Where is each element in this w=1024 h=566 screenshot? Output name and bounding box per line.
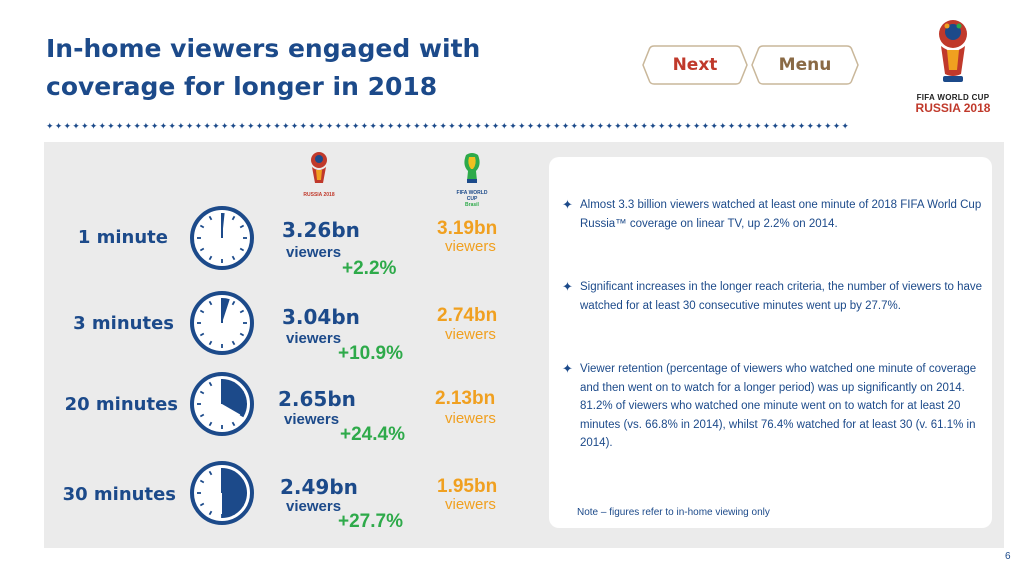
- next-button[interactable]: Next: [640, 43, 750, 87]
- world-cup-2014-small-logo: FIFA WORLD CUP Brasil: [452, 151, 492, 208]
- notes-box: ✦ Almost 3.3 billion viewers watched at …: [549, 157, 992, 528]
- value-2014-1-minute: 3.19bn: [437, 218, 498, 239]
- note-text: Almost 3.3 billion viewers watched at le…: [580, 199, 982, 230]
- star-bullet-icon: ✦: [562, 197, 573, 212]
- value-2014-20-minutes: 2.13bn: [435, 388, 496, 409]
- page-title: In-home viewers engaged with coverage fo…: [46, 30, 566, 106]
- next-button-label: Next: [672, 55, 718, 75]
- row-label-1-minute: 1 minute: [77, 227, 168, 248]
- viewers-2014-label: viewers: [445, 326, 496, 343]
- page-title-line1: In-home viewers engaged with: [46, 34, 481, 63]
- viewers-2018-label: viewers: [286, 244, 342, 261]
- clock-icon: [190, 206, 254, 270]
- value-2018-1-minute: 3.26bn: [282, 218, 360, 242]
- value-2014-30-minutes: 1.95bn: [437, 476, 498, 497]
- logo-line2: RUSSIA 2018: [915, 101, 991, 115]
- star-divider: ✦✦✦✦✦✦✦✦✦✦✦✦✦✦✦✦✦✦✦✦✦✦✦✦✦✦✦✦✦✦✦✦✦✦✦✦✦✦✦✦…: [46, 121, 851, 131]
- star-bullet-icon: ✦: [562, 279, 573, 294]
- viewers-2014-label: viewers: [445, 238, 496, 255]
- page-number: 6: [1005, 551, 1011, 562]
- viewers-2018-label: viewers: [284, 411, 340, 428]
- logo-2014-caption1: FIFA WORLD CUP: [456, 190, 488, 202]
- change-1-minute: +2.2%: [342, 258, 397, 279]
- logo-2014-caption2: Brasil: [465, 202, 479, 208]
- clock-icon: [190, 461, 254, 525]
- logo-2018-caption: RUSSIA 2018: [303, 192, 335, 198]
- menu-button[interactable]: Menu: [749, 43, 861, 87]
- viewers-2014-label: viewers: [445, 410, 496, 427]
- viewers-2018-label: viewers: [286, 330, 342, 347]
- note-item: ✦ Significant increases in the longer re…: [562, 278, 995, 315]
- value-2018-3-minutes: 3.04bn: [282, 305, 360, 329]
- change-30-minutes: +27.7%: [338, 511, 403, 532]
- world-cup-2018-small-logo: RUSSIA 2018: [301, 151, 337, 198]
- value-2018-20-minutes: 2.65bn: [278, 387, 356, 411]
- change-3-minutes: +10.9%: [338, 343, 403, 364]
- menu-button-frame: [751, 45, 859, 85]
- trophy-2018-icon: [311, 152, 327, 183]
- footnote: Note – figures refer to in-home viewing …: [577, 507, 770, 518]
- viewers-2018-label: viewers: [286, 498, 342, 515]
- star-bullet-icon: ✦: [562, 361, 573, 376]
- world-cup-2018-logo: FIFA WORLD CUP RUSSIA 2018: [900, 16, 1006, 114]
- note-item: ✦ Almost 3.3 billion viewers watched at …: [562, 196, 995, 233]
- row-label-3-minutes: 3 minutes: [73, 313, 174, 334]
- viewers-2014-label: viewers: [445, 496, 496, 513]
- row-label-30-minutes: 30 minutes: [62, 484, 176, 505]
- row-label-20-minutes: 20 minutes: [64, 394, 178, 415]
- value-2018-30-minutes: 2.49bn: [280, 475, 358, 499]
- clock-icon: [190, 291, 254, 355]
- trophy-2014-icon: [464, 153, 480, 183]
- change-20-minutes: +24.4%: [340, 424, 405, 445]
- menu-button-label: Menu: [778, 55, 832, 75]
- logo-line1: FIFA WORLD CUP: [916, 93, 990, 102]
- page-title-line2: coverage for longer in 2018: [46, 72, 438, 101]
- clock-icon: [190, 372, 254, 436]
- note-text: Significant increases in the longer reac…: [580, 281, 983, 312]
- note-text: Viewer retention (percentage of viewers …: [580, 363, 977, 449]
- value-2014-3-minutes: 2.74bn: [437, 305, 498, 326]
- note-item: ✦ Viewer retention (percentage of viewer…: [562, 360, 995, 453]
- trophy-emblem-icon: [939, 20, 967, 82]
- next-button-frame: [642, 45, 748, 85]
